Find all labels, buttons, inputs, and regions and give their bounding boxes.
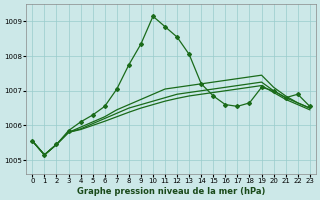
X-axis label: Graphe pression niveau de la mer (hPa): Graphe pression niveau de la mer (hPa) (77, 187, 265, 196)
